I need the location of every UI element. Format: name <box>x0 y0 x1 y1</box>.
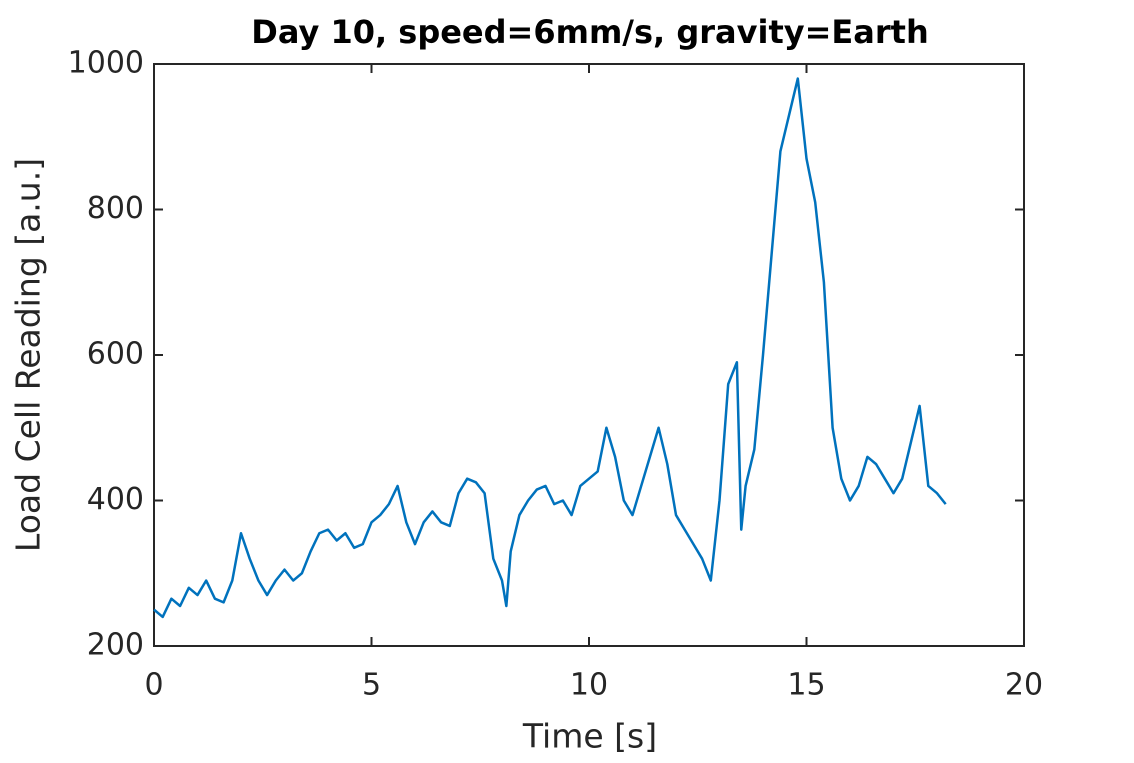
x-tick-label: 0 <box>144 668 163 703</box>
y-tick-label: 1000 <box>68 46 144 81</box>
x-tick-label: 15 <box>787 668 825 703</box>
x-tick-label: 10 <box>570 668 608 703</box>
x-axis-label: Time [s] <box>522 717 657 756</box>
y-tick-label: 800 <box>87 191 144 226</box>
y-tick-label: 600 <box>87 337 144 372</box>
y-axis-label: Load Cell Reading [a.u.] <box>9 158 48 552</box>
y-tick-label: 200 <box>87 628 144 663</box>
y-tick-label: 400 <box>87 482 144 517</box>
x-tick-label: 5 <box>362 668 381 703</box>
chart-title: Day 10, speed=6mm/s, gravity=Earth <box>251 13 928 51</box>
x-tick-label: 20 <box>1005 668 1043 703</box>
data-line <box>153 77 947 619</box>
plot-frame <box>153 63 1025 647</box>
